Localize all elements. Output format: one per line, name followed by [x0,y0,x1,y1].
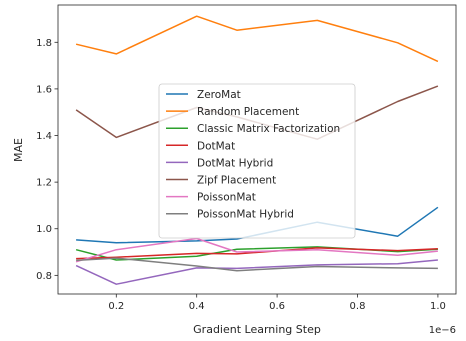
plot-frame [57,4,457,295]
series-line-poissonmat-hybrid [76,257,438,272]
series-line-dotmat [76,247,438,260]
y-tick-label: 0.8 [36,271,52,282]
legend-label: DotMat [197,140,235,152]
series-line-random-placement [75,15,439,63]
x-tick-label: 0.2 [108,301,124,312]
x-tick-label: 0.6 [269,301,285,312]
x-axis: 0.2 0.4 0.6 0.8 1.0 [108,294,446,312]
legend-label: PoissonMat [197,192,256,204]
x-axis-offset-label: 1e−6 [429,325,456,336]
legend-label: ZeroMat [197,89,241,101]
series-line-dotmat-hybrid [75,259,438,285]
legend-box [158,83,356,239]
legend-label: DotMat Hybrid [197,157,273,169]
legend: ZeroMat Random Placement Classic Matrix Fa… [158,83,356,239]
y-axis-label: MAE [12,138,25,162]
legend-label: Classic Matrix Factorization [197,123,340,135]
y-tick-label: 1.8 [36,38,52,49]
x-tick-label: 0.8 [350,301,366,312]
x-tick-label: 1.0 [430,301,446,312]
y-tick-label: 1.2 [36,178,52,189]
legend-label: PoissonMat Hybrid [197,209,294,221]
x-axis-label: Gradient Learning Step [193,323,321,336]
y-tick-label: 1.6 [36,84,52,95]
series-line-zeromat [76,206,439,244]
y-tick-label: 1.4 [36,131,52,142]
legend-label: Random Placement [197,106,299,118]
y-axis: 0.8 1.0 1.2 1.4 1.6 1.8 [36,38,58,282]
y-tick-label: 1.0 [36,224,52,235]
x-tick-label: 0.4 [189,301,205,312]
series-line-poissonmat [75,237,438,263]
legend-label: Zipf Placement [197,175,276,187]
series-line-classic-matrix-factorization [75,246,438,261]
